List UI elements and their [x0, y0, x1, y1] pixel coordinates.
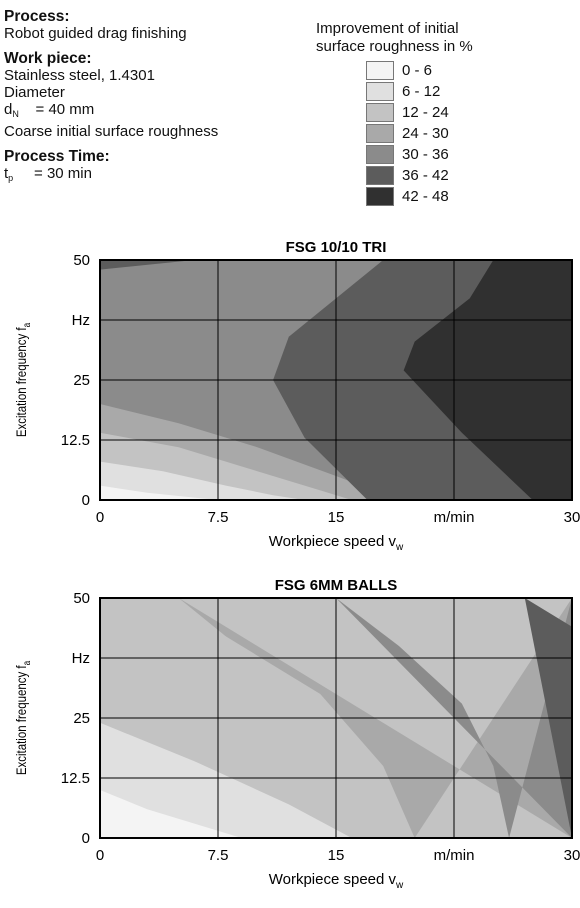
x-tick-label: 7.5 [208, 847, 229, 864]
legend-swatch [366, 124, 394, 143]
x-tick-label: 15 [328, 847, 345, 864]
legend-item: 36 - 42 [366, 165, 576, 186]
process-info: Process: Robot guided drag finishing Wor… [4, 8, 334, 187]
time-value: = 30 min [34, 165, 92, 182]
legend-label: 0 - 6 [402, 62, 433, 79]
time-value-line: tp = 30 min [4, 165, 334, 187]
legend-item: 42 - 48 [366, 186, 576, 207]
band-above-36 [100, 260, 195, 270]
legend-label: 12 - 24 [402, 104, 449, 121]
y-tick-label: Hz [72, 650, 90, 667]
x-tick-label: 7.5 [208, 509, 229, 526]
x-tick-label: m/min [434, 509, 475, 526]
y-axis-label-main: Excitation frequency f [13, 327, 29, 437]
legend-swatch [366, 103, 394, 122]
y-tick-label: 50 [73, 252, 90, 269]
diameter-symbol: d [4, 101, 13, 118]
x-tick-label: m/min [434, 847, 475, 864]
y-tick-label: 25 [73, 372, 90, 389]
legend-label: 6 - 12 [402, 83, 441, 100]
chart-title: FSG 10/10 TRI [286, 239, 387, 256]
y-tick-label: 50 [73, 590, 90, 607]
y-tick-label: 12.5 [61, 432, 90, 449]
diameter-value: = 40 mm [35, 101, 95, 118]
chart-fsg-10-10-tri: FSG 10/10 TRI 0 7.5 15 m/min 30 0 12.5 25 Hz 50 Wor… [13, 239, 580, 553]
material-text: Stainless steel, 1.4301 [4, 67, 155, 84]
diameter-label: Diameter [4, 84, 65, 101]
legend-label: 42 - 48 [402, 188, 449, 205]
legend-swatch [366, 82, 394, 101]
x-axis-label: Workpiece speed vw [269, 533, 404, 553]
legend-item: 30 - 36 [366, 144, 576, 165]
y-tick-label: 0 [82, 492, 90, 509]
legend-label: 36 - 42 [402, 167, 449, 184]
legend-swatch [366, 61, 394, 80]
legend-title-line-1: Improvement of initial [316, 20, 459, 37]
legend-swatch [366, 187, 394, 206]
y-axis-label-sub: a [21, 660, 32, 665]
diameter-value-line: dN = 40 mm [4, 101, 334, 123]
x-axis-label: Workpiece speed vw [269, 871, 404, 891]
plot-frame [99, 597, 573, 839]
y-axis-label: Excitation frequency fa [13, 322, 32, 437]
legend-item: 6 - 12 [366, 81, 576, 102]
legend-item: 24 - 30 [366, 123, 576, 144]
legend-swatch [366, 145, 394, 164]
y-tick-label: 25 [73, 710, 90, 727]
workpiece-heading: Work piece: [4, 50, 92, 67]
x-tick-label: 0 [96, 509, 104, 526]
y-axis-label-sub: a [21, 322, 32, 327]
process-heading: Process: [4, 8, 70, 25]
legend-item: 0 - 6 [366, 60, 576, 81]
time-heading: Process Time: [4, 148, 110, 165]
x-axis-label-main: Workpiece speed v [269, 533, 397, 550]
y-tick-label: 0 [82, 830, 90, 847]
diameter-subscript: N [12, 109, 19, 119]
legend-label: 24 - 30 [402, 125, 449, 142]
plot-frame [99, 259, 573, 501]
x-tick-label: 0 [96, 847, 104, 864]
x-axis-label-sub: w [395, 880, 404, 891]
x-tick-label: 30 [564, 847, 580, 864]
time-symbol: t [4, 165, 9, 182]
legend-title-line-2: surface roughness in % [316, 38, 473, 55]
process-value: Robot guided drag finishing [4, 25, 187, 42]
y-axis-label: Excitation frequency fa [13, 660, 32, 775]
x-tick-label: 15 [328, 509, 345, 526]
chart-title: FSG 6MM BALLS [275, 577, 398, 594]
y-tick-label: Hz [72, 312, 90, 329]
legend-list: 0 - 6 6 - 12 12 - 24 24 - 30 30 - 36 36 - 42 4… [366, 60, 576, 207]
time-subscript: p [8, 173, 14, 183]
y-tick-label: 12.5 [61, 770, 90, 787]
x-axis-label-main: Workpiece speed v [269, 871, 397, 888]
roughness-note: Coarse initial surface roughness [4, 123, 219, 140]
legend-swatch [366, 166, 394, 185]
legend-label: 30 - 36 [402, 146, 449, 163]
legend: Improvement of initial surface roughness… [316, 20, 576, 207]
x-axis-label-sub: w [395, 542, 404, 553]
x-tick-label: 30 [564, 509, 580, 526]
legend-item: 12 - 24 [366, 102, 576, 123]
y-axis-label-main: Excitation frequency f [13, 665, 29, 775]
chart-fsg-6mm-balls: FSG 6MM BALLS 0 7.5 15 m/min 30 0 12.5 25 Hz 50 Wor… [13, 577, 580, 891]
